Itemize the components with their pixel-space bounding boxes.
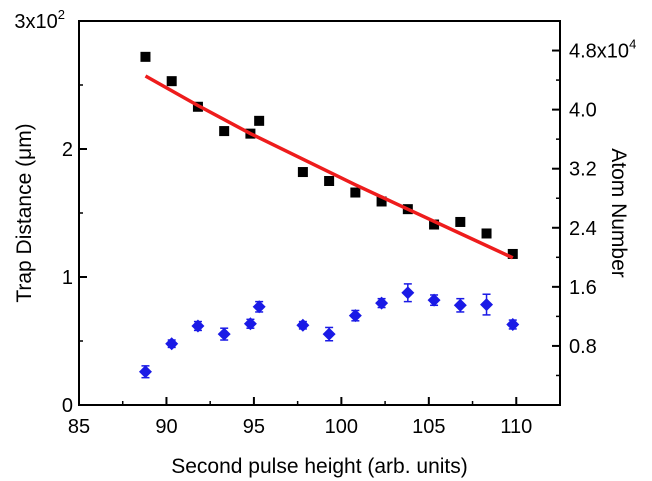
trap-distance-point xyxy=(455,216,466,227)
left-y-tick-label: 3x102 xyxy=(14,7,65,33)
right-y-axis-label: Atom Number xyxy=(607,148,630,278)
left-y-tick-label: 1 xyxy=(62,267,73,289)
left-y-exponent: 2 xyxy=(58,7,65,22)
x-tick-label: 95 xyxy=(243,416,265,438)
x-tick-label: 110 xyxy=(500,416,532,438)
atom-number-point xyxy=(243,317,257,331)
trap-distance-point xyxy=(376,196,387,207)
trap-distance-point xyxy=(350,187,361,198)
right-y-tick-label: 3.2 xyxy=(569,159,597,181)
plot-marks xyxy=(138,51,520,379)
x-tick-label: 105 xyxy=(412,416,445,438)
atom-number-point xyxy=(191,319,205,333)
right-y-tick-label: 1.6 xyxy=(569,277,597,299)
atom-number-point xyxy=(296,318,310,332)
atom-number-point xyxy=(506,318,520,332)
trap-distance-point xyxy=(429,219,440,230)
trap-distance-point xyxy=(219,126,230,137)
atom-number-point xyxy=(453,298,467,312)
right-y-tick-label: 2.4 xyxy=(569,218,597,240)
atom-number-point xyxy=(427,293,441,307)
trap-distance-point xyxy=(324,176,335,186)
trap-distance-point xyxy=(166,76,177,87)
x-tick-label: 90 xyxy=(155,416,177,438)
right-y-tick-label: 0.8 xyxy=(569,336,597,358)
atom-number-point xyxy=(252,300,266,314)
x-tick-label: 100 xyxy=(325,416,358,438)
right-y-tick-label: 4.0 xyxy=(569,100,597,122)
trap-distance-point xyxy=(507,248,518,259)
atom-number-point xyxy=(401,286,415,300)
trap-distance-point xyxy=(481,228,492,239)
atom-number-point xyxy=(217,327,231,341)
trap-distance-point xyxy=(254,115,265,126)
trap-distance-point xyxy=(140,51,151,62)
left-y-tick-label: 2 xyxy=(62,139,73,161)
right-y-tick-label: 4.8x104 xyxy=(569,37,636,63)
atom-number-point xyxy=(480,298,494,312)
axis-labels: Second pulse height (arb. units) Trap Di… xyxy=(13,123,630,478)
atom-number-point xyxy=(138,365,152,379)
right-y-exponent: 4 xyxy=(629,37,636,52)
left-y-axis-label: Trap Distance (μm) xyxy=(13,123,36,302)
atom-number-point xyxy=(165,337,179,351)
x-axis-label: Second pulse height (arb. units) xyxy=(171,455,468,478)
left-y-tick-label: 0 xyxy=(62,395,73,417)
atom-number-point xyxy=(375,296,389,310)
atom-number-point xyxy=(322,327,336,341)
atom-number-point xyxy=(348,309,362,323)
fit-line xyxy=(144,74,514,260)
trap-distance-point xyxy=(297,167,308,178)
axis-ticks: 85 90 95 100 105 1100123x1020.81.62.43.24.04.… xyxy=(14,7,636,438)
x-tick-label: 85 xyxy=(68,416,90,438)
